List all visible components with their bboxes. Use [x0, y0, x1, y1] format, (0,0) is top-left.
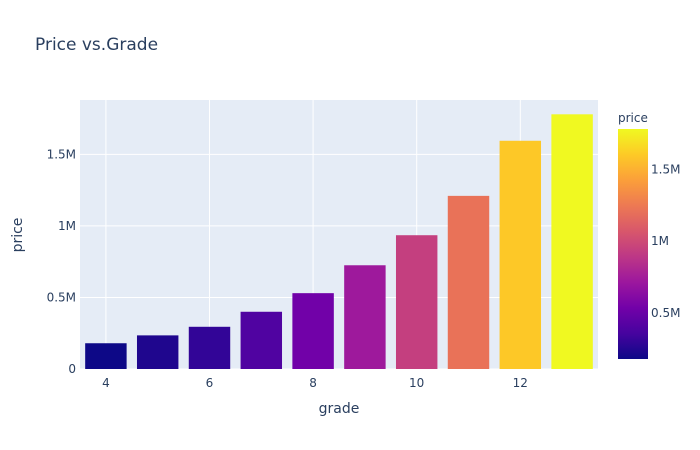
- x-axis-title: grade: [319, 401, 360, 417]
- colorbar-tick-label: 0.5M: [651, 306, 680, 320]
- bar-grade-10[interactable]: [395, 235, 438, 369]
- bar-grade-6[interactable]: [188, 326, 231, 369]
- bar-grade-9[interactable]: [344, 265, 386, 369]
- x-tick-label: 12: [513, 376, 528, 390]
- bar-grade-4[interactable]: [85, 343, 127, 369]
- colorbar-title: price: [618, 111, 648, 125]
- y-tick-label: 0: [68, 362, 76, 376]
- bar-grade-5[interactable]: [136, 335, 179, 369]
- y-tick-label: 0.5M: [47, 290, 76, 304]
- bar-grade-13[interactable]: [551, 114, 593, 370]
- x-tick-label: 6: [206, 376, 214, 390]
- x-tick-label: 4: [102, 376, 110, 390]
- colorbar-tick-label: 1M: [651, 234, 669, 248]
- colorbar-tick-label: 1.5M: [651, 162, 680, 176]
- y-tick-label: 1M: [58, 219, 76, 233]
- colorbar-gradient: [618, 129, 648, 359]
- colorbar: 0.5M 1M 1.5M: [618, 129, 680, 359]
- bar-grade-8[interactable]: [292, 293, 334, 369]
- x-tick-label: 8: [309, 376, 317, 390]
- bar-grade-12[interactable]: [499, 140, 542, 369]
- bar-grade-7[interactable]: [240, 311, 283, 369]
- x-tick-label: 10: [409, 376, 424, 390]
- y-tick-label: 1.5M: [47, 147, 76, 161]
- chart-title: Price vs.Grade: [35, 35, 158, 55]
- bar-grade-11[interactable]: [447, 195, 490, 369]
- y-axis-title: price: [10, 218, 26, 253]
